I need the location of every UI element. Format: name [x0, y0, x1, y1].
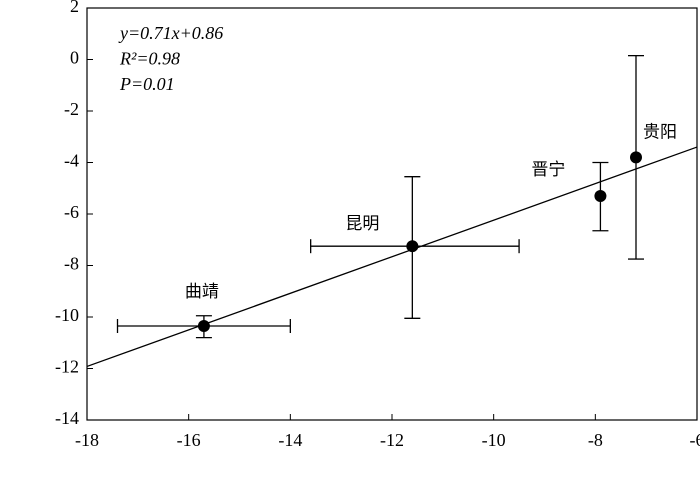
y-tick-label: -14 — [55, 408, 79, 428]
y-tick-label: -8 — [64, 254, 79, 274]
x-tick-label: -18 — [75, 430, 99, 450]
x-tick-label: -8 — [588, 430, 603, 450]
fit-line — [86, 146, 698, 368]
point — [630, 151, 642, 164]
x-tick-label: -14 — [278, 430, 302, 450]
annotation: P=0.01 — [119, 74, 175, 94]
y-tick-label: -10 — [55, 305, 79, 325]
annotation: R²=0.98 — [119, 49, 180, 69]
point-label: 晋宁 — [531, 160, 565, 180]
y-tick-label: -6 — [64, 202, 79, 222]
x-tick-label: -10 — [482, 430, 506, 450]
point — [406, 240, 419, 253]
point-label: 昆明 — [345, 214, 379, 234]
annotation: y=0.71x+0.86 — [118, 23, 223, 43]
y-tick-label: -12 — [55, 357, 79, 377]
y-tick-label: 2 — [70, 0, 79, 16]
x-tick-label: -16 — [177, 430, 201, 450]
point — [594, 189, 607, 202]
y-tick-label: -2 — [64, 99, 79, 119]
plot-frame — [86, 7, 698, 421]
point-label: 贵阳 — [643, 122, 677, 142]
y-tick-label: -4 — [64, 151, 79, 171]
y-tick-label: 0 — [70, 48, 79, 68]
x-tick-label: -6 — [690, 430, 700, 450]
point — [197, 320, 210, 333]
point-label: 曲靖 — [185, 282, 219, 302]
x-tick-label: -12 — [380, 430, 404, 450]
